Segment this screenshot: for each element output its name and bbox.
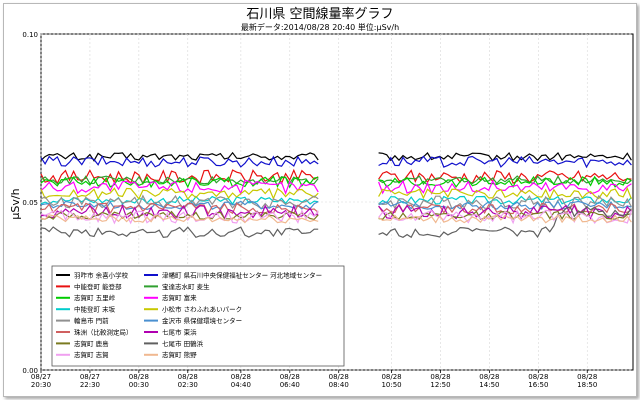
x-tick-label-date: 08/28 — [129, 373, 149, 381]
legend-entry: 小松市 さわふれあいパーク — [162, 305, 242, 314]
x-tick-label-date: 08/28 — [430, 373, 450, 381]
legend-entry: 羽咋市 余喜小学校 — [74, 270, 129, 279]
series-line — [40, 202, 319, 216]
y-axis-label: μSv/h — [9, 188, 22, 219]
series-line — [40, 175, 319, 189]
x-tick-label-date: 08/28 — [329, 373, 349, 381]
series-line — [40, 209, 319, 225]
series-line — [378, 169, 632, 185]
x-tick-label-date: 08/27 — [80, 373, 100, 381]
x-tick-label-time: 16:50 — [528, 381, 548, 389]
x-tick-label-date: 08/28 — [178, 373, 198, 381]
x-tick-label-time: 22:30 — [80, 381, 100, 389]
series-line — [40, 175, 319, 186]
series-line — [40, 214, 319, 224]
x-tick-label-time: 20:30 — [31, 381, 51, 389]
legend-entry: 輪島市 門前 — [74, 316, 109, 325]
series-line — [40, 200, 319, 211]
y-tick-label: 0.10 — [22, 31, 38, 39]
series-line — [378, 194, 632, 210]
legend-entry: 中能登町 能登部 — [74, 282, 122, 291]
series-line — [378, 205, 632, 239]
x-tick-label-date: 08/28 — [528, 373, 548, 381]
x-tick-label-time: 06:40 — [280, 381, 300, 389]
y-tick-label: 0.00 — [22, 367, 38, 375]
x-tick-label-time: 14:50 — [479, 381, 499, 389]
legend-box — [51, 265, 345, 367]
series-line — [40, 155, 319, 168]
series-line — [40, 210, 319, 221]
legend-entry: 珠洲（比較測定局） — [74, 327, 133, 336]
x-tick-label-date: 08/28 — [231, 373, 251, 381]
x-tick-label-date: 08/28 — [280, 373, 300, 381]
series-line — [378, 175, 632, 188]
chart-title: 石川県 空間線量率グラフ — [246, 6, 393, 22]
x-tick-label-date: 08/28 — [577, 373, 597, 381]
y-tick-label: 0.05 — [22, 199, 38, 207]
series-line — [378, 186, 632, 201]
x-tick-label-date: 08/28 — [479, 373, 499, 381]
legend-entry: 志賀町 志賀 — [74, 350, 109, 359]
series-line — [40, 179, 319, 196]
x-tick-label-date: 08/28 — [381, 373, 401, 381]
series-line — [378, 202, 632, 215]
series-line — [378, 195, 632, 205]
series-line — [40, 195, 319, 206]
x-tick-label-time: 12:50 — [430, 381, 450, 389]
legend: 羽咋市 余喜小学校 津幡町 県石川中央保健福祉センター 河北地域センター中能登町 … — [51, 265, 345, 367]
x-tick-label-time: 08:40 — [329, 381, 349, 389]
legend-entry: 七尾市 田鶴浜 — [162, 339, 204, 348]
chart-frame: 石川県 空間線量率グラフ 最新データ:2014/08/28 20:40 単位:μ… — [3, 3, 637, 397]
series-line — [378, 214, 632, 224]
series-line — [378, 151, 632, 162]
x-tick-label-time: 04:40 — [231, 381, 251, 389]
legend-entry: 七尾市 東浜 — [162, 327, 197, 336]
chart-subtitle: 最新データ:2014/08/28 20:40 単位:μSv/h — [241, 22, 399, 32]
series-line — [378, 209, 632, 225]
x-tick-label-time: 00:30 — [129, 381, 149, 389]
legend-entry: 志賀町 熊野 — [162, 350, 197, 359]
legend-entry: 志賀町 五里峠 — [74, 293, 116, 302]
chart-svg: 石川県 空間線量率グラフ 最新データ:2014/08/28 20:40 単位:μ… — [9, 6, 634, 389]
series-line — [378, 204, 632, 220]
x-tick-label-time: 02:30 — [178, 381, 198, 389]
x-tick-label-time: 10:50 — [381, 381, 401, 389]
legend-entry: 中能登町 末坂 — [74, 305, 116, 314]
legend-entry: 津幡町 県石川中央保健福祉センター 河北地域センター — [162, 270, 322, 279]
x-tick-label-date: 08/27 — [31, 373, 51, 381]
series-line — [378, 175, 632, 186]
legend-entry: 志賀町 富来 — [162, 293, 197, 302]
series-line — [40, 187, 319, 201]
x-tick-label-time: 18:50 — [577, 381, 597, 389]
legend-entry: 金沢市 県保健環境センター — [162, 316, 242, 325]
legend-entry: 宝達志水町 麦生 — [162, 282, 210, 291]
legend-entry: 志賀町 鹿島 — [74, 339, 109, 348]
series-line — [40, 194, 319, 210]
series-line — [40, 204, 319, 220]
series-line — [40, 226, 319, 239]
series-line — [378, 155, 632, 169]
